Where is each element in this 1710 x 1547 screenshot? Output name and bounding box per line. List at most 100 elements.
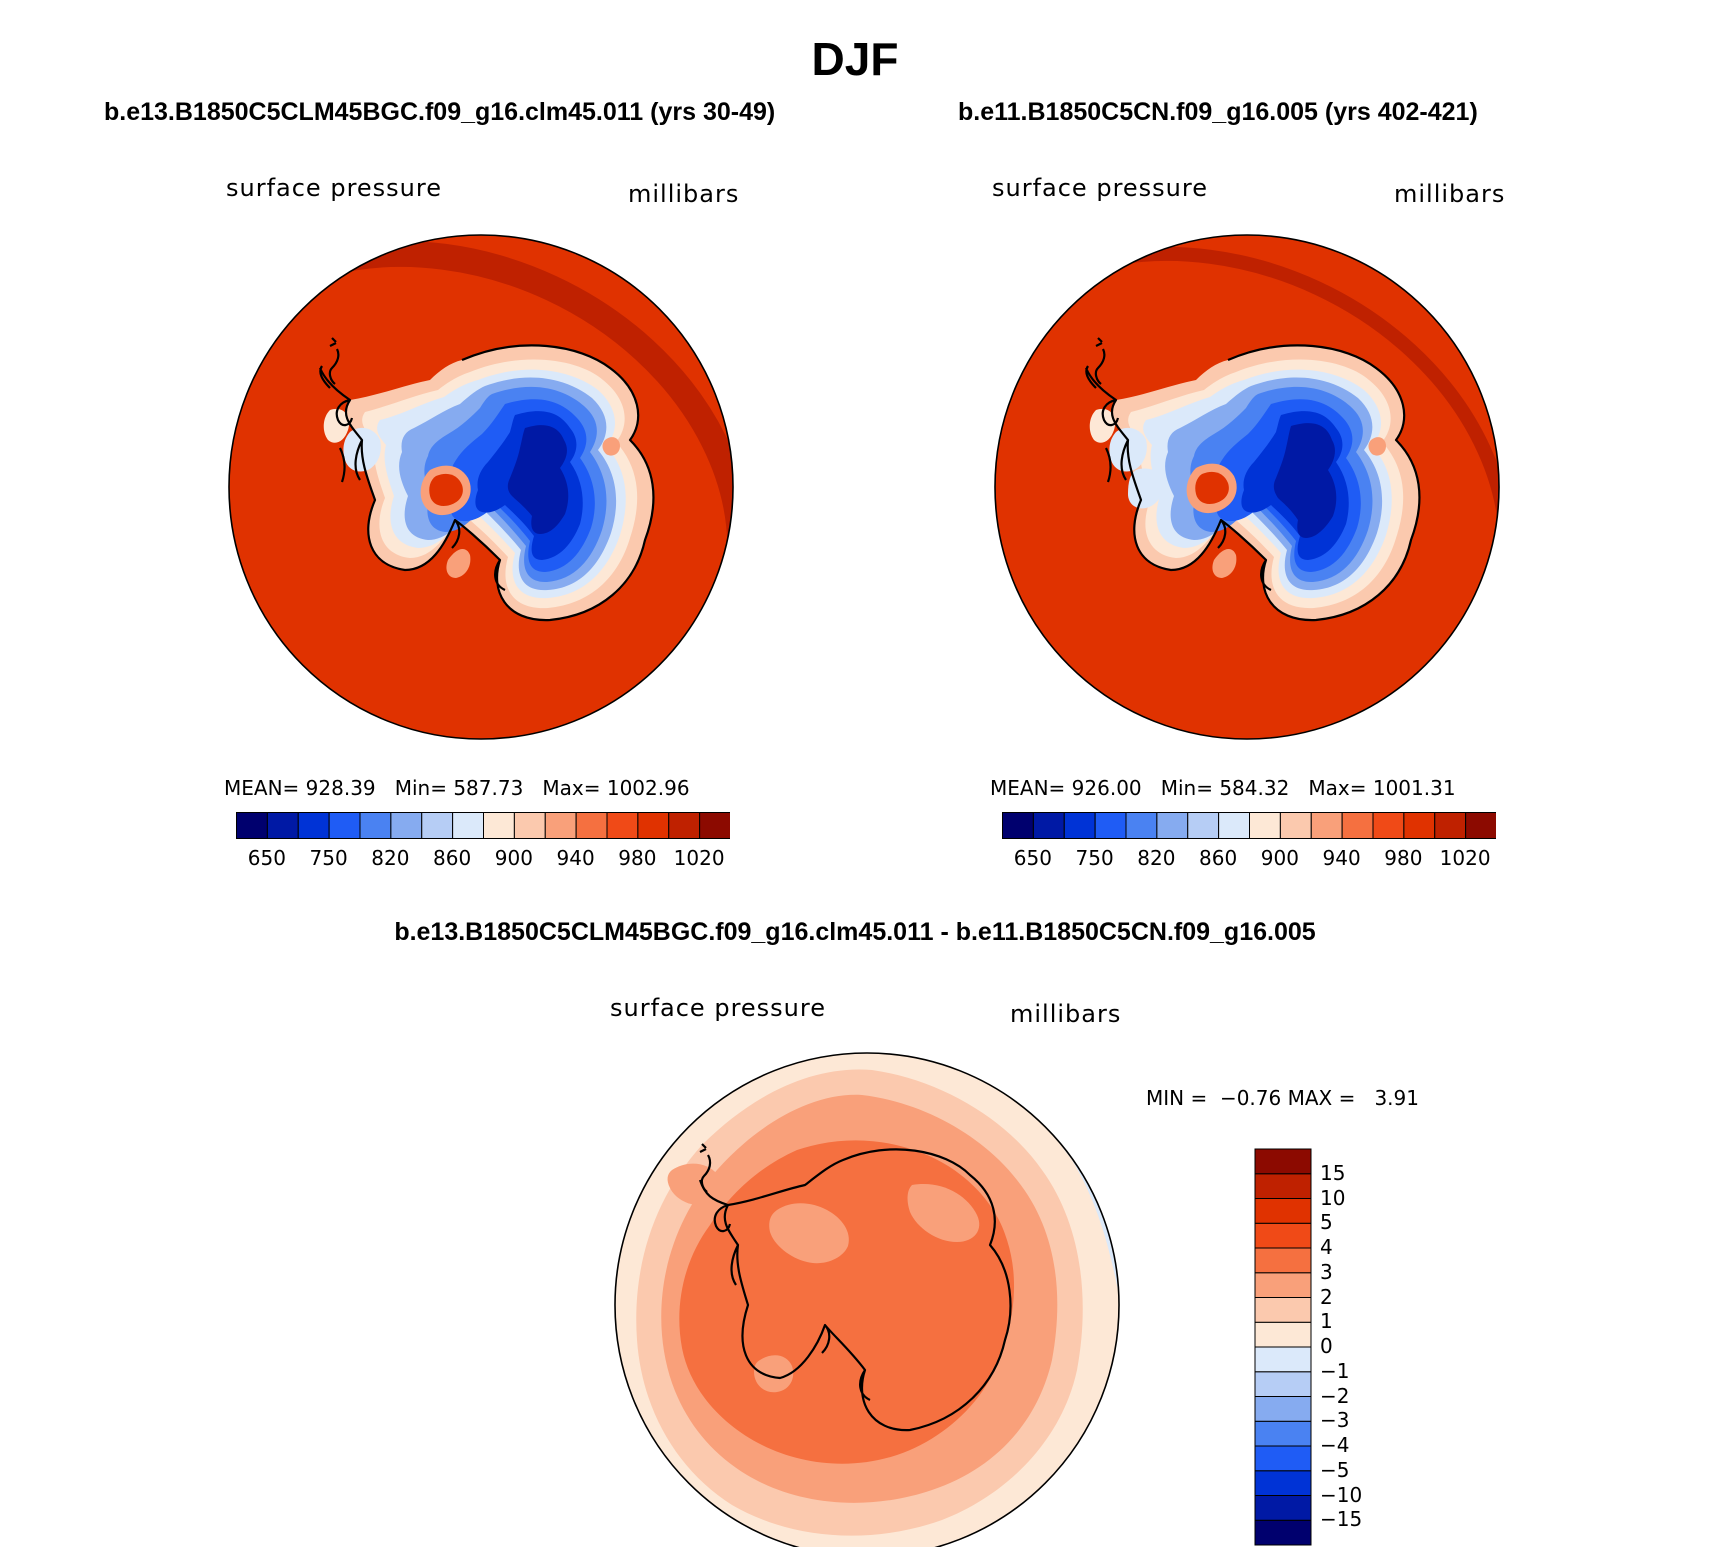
right-colorbar-boxes [1002, 812, 1496, 839]
diff-max-value: 3.91 [1374, 1086, 1419, 1110]
right-colorbar-box [1002, 812, 1034, 839]
left-colorbar [236, 812, 730, 839]
left-colorbar-box [421, 812, 454, 839]
right-colorbar-tick-label: 980 [1384, 846, 1423, 870]
left-colorbar-box [699, 812, 730, 839]
left-colorbar-tick-label: 750 [309, 846, 348, 870]
diff-colorbar-tick-label: 0 [1320, 1334, 1333, 1358]
left-colorbar-tick-label: 860 [433, 846, 472, 870]
right-colorbar-tick-label: 940 [1322, 846, 1361, 870]
left-colorbar-ticks: 650 750 820 860 900 940 980 1020 [236, 846, 730, 872]
left-colorbar-box [513, 812, 546, 839]
left-panel-title: b.e13.B1850C5CLM45BGC.f09_g16.clm45.011 … [104, 98, 776, 126]
diff-colorbar-boxes [1254, 1148, 1312, 1546]
right-colorbar-tick-label: 1020 [1439, 846, 1491, 870]
diff-colorbar-box [1254, 1445, 1312, 1472]
right-colorbar-box [1187, 812, 1220, 839]
diff-colorbar-tick-label: 2 [1320, 1284, 1333, 1309]
diff-colorbar-tick-label: −15 [1320, 1507, 1363, 1532]
diff-variable-label: surface pressure [610, 994, 826, 1022]
left-colorbar-box [575, 812, 608, 839]
right-colorbar-tick-label: 820 [1137, 846, 1176, 870]
left-min-label: Min= [394, 776, 447, 800]
left-colorbar-box [236, 812, 268, 839]
left-colorbar-box [544, 812, 577, 839]
right-antarctica [1084, 337, 1421, 622]
diff-colorbar-tick-label: 1 [1320, 1309, 1333, 1334]
left-colorbar-box [637, 812, 670, 839]
right-colorbar-tick-label: 650 [1013, 846, 1052, 870]
right-colorbar-box [1465, 812, 1496, 839]
right-colorbar-box [1094, 812, 1127, 839]
right-stats: MEAN= 926.00 Min= 584.32 Max= 1001.31 [990, 776, 1456, 800]
right-max-value: 1001.31 [1372, 776, 1456, 800]
diff-colorbar-box [1254, 1272, 1312, 1298]
left-colorbar-tick-label: 940 [556, 846, 595, 870]
left-colorbar-box [359, 812, 392, 839]
right-max-label: Max= [1308, 776, 1367, 800]
diff-colorbar-tick-label: −1 [1320, 1358, 1350, 1383]
diff-min-value: −0.76 [1219, 1086, 1282, 1110]
left-colorbar-tick-label: 1020 [673, 846, 725, 870]
right-mean-label: MEAN= [990, 776, 1066, 800]
right-min-label: Min= [1160, 776, 1213, 800]
diff-colorbar-box [1254, 1420, 1312, 1447]
diff-colorbar-tick-label: −4 [1320, 1433, 1350, 1457]
diff-colorbar-tick-label: 3 [1320, 1259, 1333, 1284]
diff-colorbar-box [1254, 1173, 1312, 1199]
diff-colorbar-tick-label: 10 [1320, 1185, 1346, 1210]
diff-colorbar-box [1254, 1519, 1312, 1546]
diff-colorbar [1254, 1148, 1312, 1546]
diff-colorbar-tick-label: −2 [1320, 1383, 1350, 1408]
left-colorbar-box [452, 812, 485, 839]
diff-colorbar-box [1254, 1297, 1312, 1323]
left-stats: MEAN= 928.39 Min= 587.73 Max= 1002.96 [224, 776, 690, 800]
diff-polar-map [614, 1052, 1120, 1547]
left-colorbar-tick-label: 980 [618, 846, 657, 870]
right-mean-value: 926.00 [1071, 776, 1142, 800]
diff-colorbar-box [1254, 1495, 1312, 1521]
diff-colorbar-box [1254, 1396, 1312, 1422]
left-antarctica [318, 337, 655, 622]
diff-max-label: MAX = [1287, 1086, 1356, 1110]
diff-colorbar-tick-label: 5 [1320, 1210, 1333, 1235]
left-colorbar-box [266, 812, 299, 839]
left-colorbar-boxes [236, 812, 730, 839]
diff-colorbar-box [1254, 1247, 1312, 1274]
right-colorbar-box [1156, 812, 1189, 839]
right-variable-label: surface pressure [992, 174, 1208, 202]
right-colorbar-box [1249, 812, 1281, 839]
left-variable-label: surface pressure [226, 174, 442, 202]
right-colorbar-box [1218, 812, 1251, 839]
diff-colorbar-box [1254, 1321, 1312, 1348]
right-colorbar-tick-label: 860 [1199, 846, 1238, 870]
left-colorbar-tick-label: 900 [494, 846, 533, 870]
diff-colorbar-box [1254, 1222, 1312, 1249]
diff-colorbar-ticks: 15 10 5 4 3 2 1 0 −1 −2 −3 −4 −5 −10 −15 [1320, 1148, 1400, 1546]
diff-peninsula-patch [769, 1203, 849, 1264]
right-colorbar-box [1063, 812, 1096, 839]
left-mean-value: 928.39 [305, 776, 376, 800]
left-polar-map [228, 234, 734, 740]
diff-units-label: millibars [1010, 1000, 1122, 1028]
left-max-label: Max= [542, 776, 601, 800]
right-colorbar-tick-label: 750 [1075, 846, 1114, 870]
diff-panel-title: b.e13.B1850C5CLM45BGC.f09_g16.clm45.011 … [394, 918, 1316, 946]
right-colorbar-box [1434, 812, 1467, 839]
left-min-value: 587.73 [453, 776, 524, 800]
right-polar-map [994, 234, 1500, 740]
right-colorbar [1002, 812, 1496, 839]
right-map-border [994, 234, 1500, 740]
left-units-label: millibars [628, 180, 740, 208]
diff-colorbar-box [1254, 1371, 1312, 1397]
figure-title: DJF [811, 33, 899, 85]
diff-colorbar-tick-label: −5 [1320, 1457, 1350, 1482]
diff-antarctica-coast [698, 1143, 1012, 1432]
left-colorbar-box [297, 812, 330, 839]
diff-stats: MIN = −0.76 MAX = 3.91 [1146, 1086, 1419, 1110]
diff-min-label: MIN = [1146, 1086, 1208, 1110]
right-units-label: millibars [1394, 180, 1506, 208]
diff-colorbar-tick-label: 15 [1320, 1160, 1346, 1185]
left-max-value: 1002.96 [606, 776, 690, 800]
diff-colorbar-box [1254, 1470, 1312, 1496]
